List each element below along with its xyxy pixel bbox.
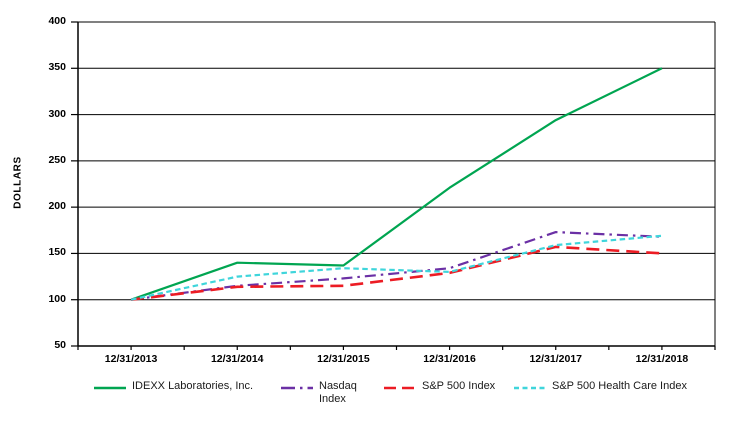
legend-item: Nasdaq Index xyxy=(280,380,369,406)
series-line xyxy=(130,245,662,301)
x-tick-label: 12/31/2017 xyxy=(529,353,583,365)
legend-label: S&P 500 Health Care Index xyxy=(552,380,687,392)
y-tick-label: 100 xyxy=(48,292,66,305)
legend-item: S&P 500 Health Care Index xyxy=(513,380,687,393)
series-line xyxy=(130,231,662,301)
legend-item: IDEXX Laboratories, Inc. xyxy=(93,380,253,393)
y-tick-label: 400 xyxy=(48,15,66,27)
legend-item: S&P 500 Index xyxy=(383,380,495,393)
x-tick-label: 12/31/2014 xyxy=(210,353,264,365)
legend-label: Nasdaq Index xyxy=(319,380,357,405)
legend-label: IDEXX Laboratories, Inc. xyxy=(132,380,254,392)
legend-line-sample xyxy=(384,386,416,390)
y-tick-label: 300 xyxy=(48,107,66,120)
x-tick-label: 12/31/2016 xyxy=(423,353,476,365)
x-tick-label: 12/31/2013 xyxy=(104,353,158,365)
legend-line-sample xyxy=(94,386,126,390)
series-line xyxy=(130,67,663,301)
y-tick-label: 150 xyxy=(48,246,66,259)
y-tick-label: 200 xyxy=(48,200,66,213)
legend-label: S&P 500 Index xyxy=(422,380,496,392)
legend-line-sample xyxy=(281,386,313,390)
y-tick-label: 50 xyxy=(54,339,66,351)
x-tick-label: 12/31/2018 xyxy=(635,353,689,365)
legend-line-sample xyxy=(514,386,546,390)
x-tick-label: 12/31/2015 xyxy=(317,353,370,365)
y-axis-title: DOLLARS xyxy=(12,156,24,209)
series-line xyxy=(130,234,662,301)
y-tick-label: 350 xyxy=(48,61,66,74)
y-tick-label: 250 xyxy=(48,153,66,166)
